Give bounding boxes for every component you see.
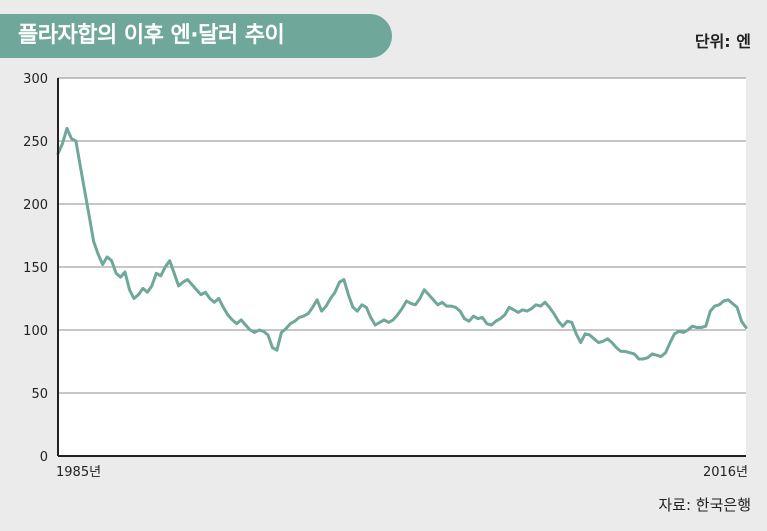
y-tick-label: 250 [23, 135, 48, 150]
chart-title: 플라자합의 이후 엔·달러 추이 [0, 14, 392, 58]
x-axis-ticks: 1985년 2016년 [56, 465, 748, 480]
x-tick-label: 1985년 [56, 465, 101, 480]
y-tick-label: 150 [23, 261, 48, 276]
y-tick-label: 50 [31, 387, 48, 402]
x-tick-label: 2016년 [703, 465, 748, 480]
y-tick-label: 100 [23, 324, 48, 339]
y-tick-label: 300 [23, 72, 48, 87]
unit-label: 단위: 엔 [694, 32, 751, 51]
series-line [56, 126, 748, 361]
y-tick-label: 200 [23, 198, 48, 213]
y-axis-ticks: 0 50 100 150 200 250 300 [23, 72, 48, 465]
y-tick-label: 0 [40, 450, 48, 465]
source-note: 자료: 한국은행 [658, 496, 751, 514]
